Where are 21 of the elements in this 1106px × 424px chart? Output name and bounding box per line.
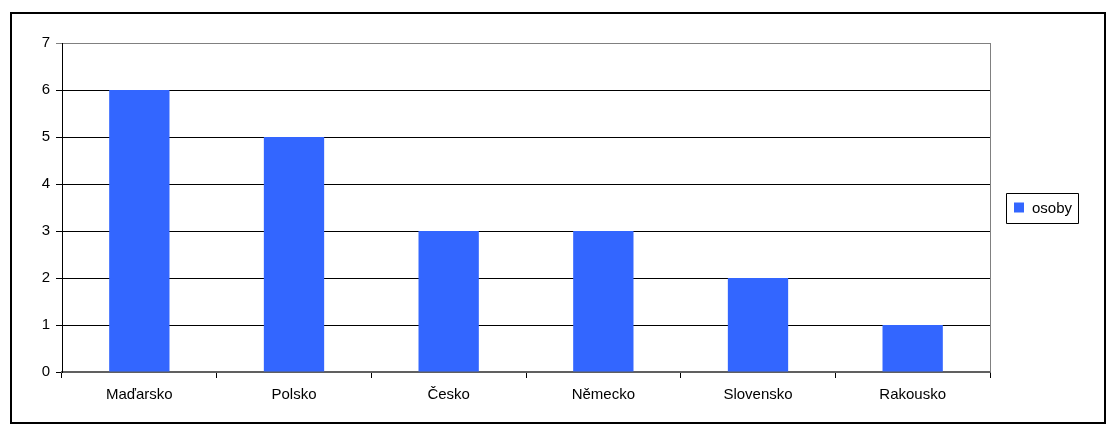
bar	[727, 278, 789, 372]
legend-label: osoby	[1032, 198, 1073, 216]
x-tick-label: Česko	[427, 385, 470, 403]
y-tick-label: 6	[41, 80, 50, 98]
y-tick-label: 7	[41, 33, 50, 51]
y-tick-label: 5	[41, 127, 50, 145]
bar	[882, 325, 943, 372]
bar	[573, 231, 634, 372]
y-tick-label: 1	[41, 315, 50, 333]
x-tick-label: Maďarsko	[105, 385, 173, 403]
y-tick-label: 4	[41, 174, 50, 192]
x-tick-label: Německo	[571, 385, 636, 403]
y-tick-label: 0	[41, 362, 50, 380]
bar	[418, 231, 479, 372]
x-tick-label: Slovensko	[723, 385, 793, 403]
y-tick-label: 2	[41, 268, 50, 286]
bar	[109, 90, 170, 372]
x-tick-label: Polsko	[271, 385, 317, 403]
bar	[263, 137, 325, 372]
y-tick-label: 3	[41, 221, 50, 239]
x-tick-label: Rakousko	[879, 385, 947, 403]
